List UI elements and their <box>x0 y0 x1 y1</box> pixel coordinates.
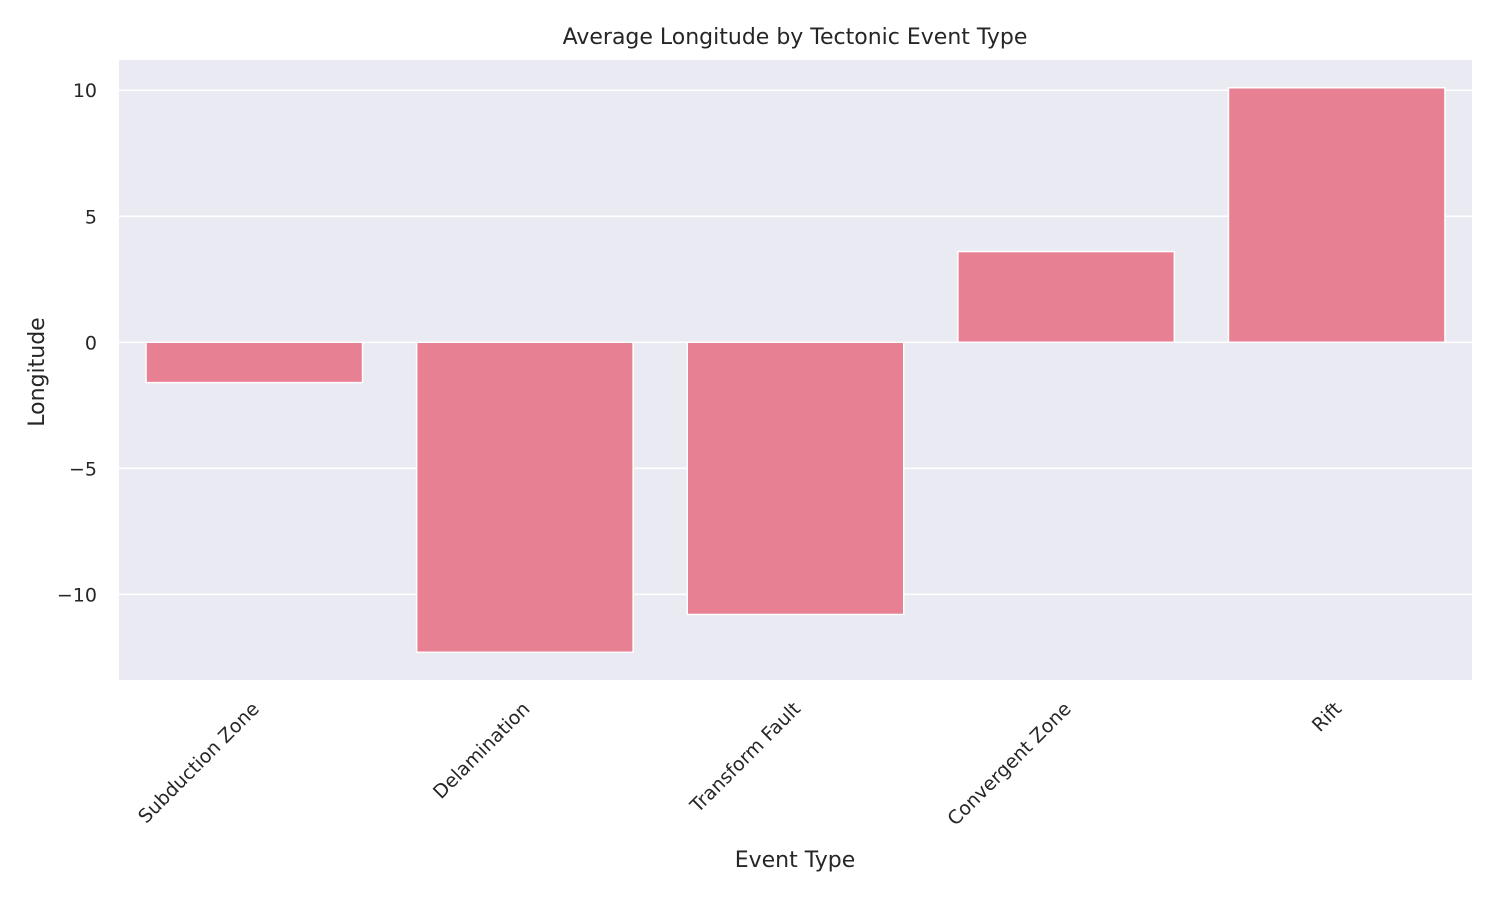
bar-convergent-zone <box>957 250 1176 344</box>
y-axis-ticks: −10 −5 0 5 10 <box>57 80 97 606</box>
x-tick-label: Rift <box>1308 698 1346 736</box>
chart-title: Average Longitude by Tectonic Event Type <box>563 25 1028 50</box>
bar-delamination <box>415 341 634 654</box>
x-tick-label: Delamination <box>429 698 534 803</box>
bar-rift <box>1227 86 1446 344</box>
y-tick-label: 0 <box>85 332 97 354</box>
y-tick-label: −10 <box>57 584 97 606</box>
bar-transform-fault <box>686 341 905 616</box>
y-tick-label: 5 <box>85 206 97 228</box>
bars <box>145 86 1446 654</box>
bar-subduction-zone <box>145 341 364 384</box>
x-tick-label: Subduction Zone <box>134 698 264 828</box>
y-tick-label: 10 <box>73 80 97 102</box>
x-tick-label: Convergent Zone <box>943 698 1075 830</box>
x-axis-ticks: Subduction Zone Delamination Transform Fau… <box>134 698 1346 830</box>
x-axis-title: Event Type <box>735 848 856 873</box>
y-axis-title: Longitude <box>25 317 50 426</box>
y-tick-label: −5 <box>69 458 97 480</box>
x-tick-label: Transform Fault <box>685 698 805 818</box>
